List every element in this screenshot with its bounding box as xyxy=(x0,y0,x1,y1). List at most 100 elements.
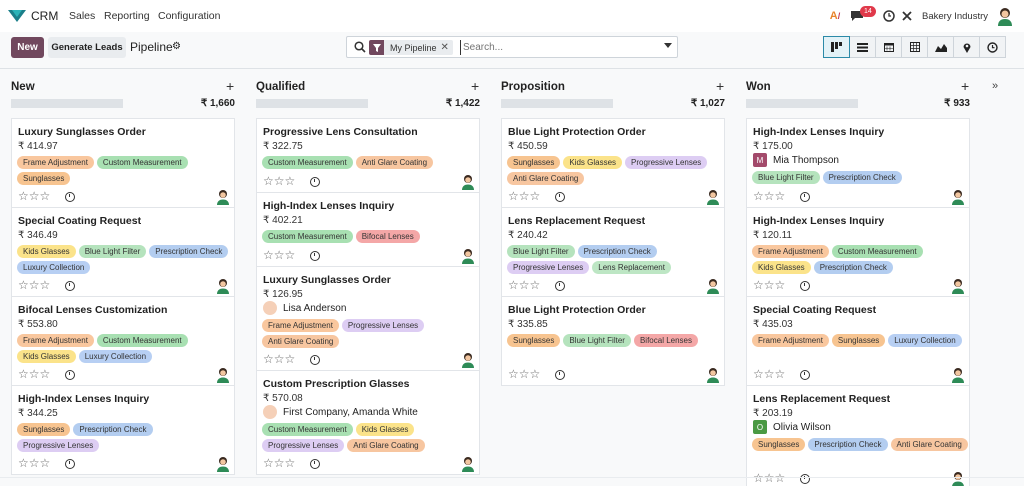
card-title[interactable]: Lens Replacement Request xyxy=(753,393,891,405)
kanban-card[interactable]: High-Index Lenses Inquiry ₹ 120.11 Frame A… xyxy=(746,207,970,297)
salesperson-avatar[interactable] xyxy=(705,278,721,294)
add-card-icon[interactable]: + xyxy=(226,78,235,94)
card-title[interactable]: Luxury Sunglasses Order xyxy=(263,274,391,286)
kanban-card[interactable]: High-Index Lenses Inquiry ₹ 175.00 M Mia Th… xyxy=(746,118,970,208)
column-progress-bar[interactable] xyxy=(746,99,858,108)
priority-stars-icon[interactable]: ☆☆☆ xyxy=(18,189,51,203)
app-name[interactable]: CRM xyxy=(31,9,59,23)
salesperson-avatar[interactable] xyxy=(705,367,721,383)
card-title[interactable]: Blue Light Protection Order xyxy=(508,126,646,138)
kanban-card[interactable]: Special Coating Request ₹ 346.49 Kids Glas… xyxy=(11,207,235,297)
priority-stars-icon[interactable]: ☆☆☆ xyxy=(753,278,786,292)
pivot-view-button[interactable] xyxy=(901,36,928,58)
card-title[interactable]: High-Index Lenses Inquiry xyxy=(753,126,885,138)
priority-stars-icon[interactable]: ☆☆☆ xyxy=(263,248,296,262)
column-progress-bar[interactable] xyxy=(256,99,368,108)
kanban-card[interactable]: Lens Replacement Request ₹ 203.19 O Olivia … xyxy=(746,385,970,486)
priority-stars-icon[interactable]: ☆☆☆ xyxy=(263,352,296,366)
graph-view-button[interactable] xyxy=(927,36,954,58)
priority-stars-icon[interactable]: ☆☆☆ xyxy=(263,456,296,470)
activity-clock-icon[interactable] xyxy=(555,192,565,202)
search-options-toggle-icon[interactable] xyxy=(664,43,672,48)
activity-view-button[interactable] xyxy=(979,36,1006,58)
column-title[interactable]: Proposition xyxy=(501,81,565,93)
salesperson-avatar[interactable] xyxy=(950,278,966,294)
kanban-card[interactable]: Special Coating Request ₹ 435.03 Frame Adj… xyxy=(746,296,970,386)
activity-clock-icon[interactable] xyxy=(65,192,75,202)
gear-icon[interactable]: ⚙ xyxy=(172,41,181,52)
priority-stars-icon[interactable]: ☆☆☆ xyxy=(508,189,541,203)
menu-reporting[interactable]: Reporting xyxy=(104,10,150,22)
card-title[interactable]: Custom Prescription Glasses xyxy=(263,378,410,390)
calendar-view-button[interactable] xyxy=(875,36,902,58)
kanban-card[interactable]: Bifocal Lenses Customization ₹ 553.80 Fram… xyxy=(11,296,235,386)
priority-stars-icon[interactable]: ☆☆☆ xyxy=(508,367,541,381)
priority-stars-icon[interactable]: ☆☆☆ xyxy=(18,278,51,292)
company-switcher[interactable]: Bakery Industry xyxy=(922,11,988,22)
salesperson-avatar[interactable] xyxy=(705,189,721,205)
activity-clock-icon[interactable] xyxy=(555,281,565,291)
column-title[interactable]: Won xyxy=(746,81,771,93)
salesperson-avatar[interactable] xyxy=(950,471,966,486)
menu-configuration[interactable]: Configuration xyxy=(158,10,221,22)
column-progress-bar[interactable] xyxy=(11,99,123,108)
kanban-card[interactable]: High-Index Lenses Inquiry ₹ 402.21 Custom … xyxy=(256,192,480,267)
card-title[interactable]: High-Index Lenses Inquiry xyxy=(18,393,150,405)
salesperson-avatar[interactable] xyxy=(460,456,476,472)
salesperson-avatar[interactable] xyxy=(460,174,476,190)
search-icon[interactable] xyxy=(354,41,366,53)
add-card-icon[interactable]: + xyxy=(716,78,725,94)
salesperson-avatar[interactable] xyxy=(215,189,231,205)
activity-clock-icon[interactable] xyxy=(800,370,810,380)
priority-stars-icon[interactable]: ☆☆☆ xyxy=(263,174,296,188)
salesperson-avatar[interactable] xyxy=(950,367,966,383)
kanban-card[interactable]: Blue Light Protection Order ₹ 450.59 Sungl… xyxy=(501,118,725,208)
crm-logo-icon[interactable] xyxy=(8,9,26,23)
list-view-button[interactable] xyxy=(849,36,876,58)
card-title[interactable]: High-Index Lenses Inquiry xyxy=(753,215,885,227)
priority-stars-icon[interactable]: ☆☆☆ xyxy=(18,367,51,381)
user-avatar[interactable] xyxy=(996,6,1014,26)
generate-leads-button[interactable]: Generate Leads xyxy=(48,37,126,58)
activity-clock-icon[interactable] xyxy=(881,8,897,24)
salesperson-avatar[interactable] xyxy=(215,278,231,294)
kanban-card[interactable]: Lens Replacement Request ₹ 240.42 Blue Lig… xyxy=(501,207,725,297)
card-title[interactable]: High-Index Lenses Inquiry xyxy=(263,200,395,212)
card-title[interactable]: Special Coating Request xyxy=(18,215,142,227)
salesperson-avatar[interactable] xyxy=(460,352,476,368)
priority-stars-icon[interactable]: ☆☆☆ xyxy=(753,367,786,381)
menu-sales[interactable]: Sales xyxy=(69,10,96,22)
card-title[interactable]: Special Coating Request xyxy=(753,304,877,316)
column-title[interactable]: Qualified xyxy=(256,81,306,93)
salesperson-avatar[interactable] xyxy=(950,189,966,205)
column-title[interactable]: New xyxy=(11,81,35,93)
priority-stars-icon[interactable]: ☆☆☆ xyxy=(18,456,51,470)
card-title[interactable]: Lens Replacement Request xyxy=(508,215,646,227)
kanban-card[interactable]: Progressive Lens Consultation ₹ 322.75 Cus… xyxy=(256,118,480,193)
activity-clock-icon[interactable] xyxy=(65,459,75,469)
kanban-card[interactable]: Blue Light Protection Order ₹ 335.85 Sungl… xyxy=(501,296,725,386)
activity-clock-icon[interactable] xyxy=(800,281,810,291)
kanban-view-button[interactable] xyxy=(823,36,850,58)
card-title[interactable]: Progressive Lens Consultation xyxy=(263,126,418,138)
activity-clock-icon[interactable] xyxy=(65,370,75,380)
new-button[interactable]: New xyxy=(11,37,44,58)
activity-clock-icon[interactable] xyxy=(65,281,75,291)
add-card-icon[interactable]: + xyxy=(961,78,970,94)
map-view-button[interactable] xyxy=(953,36,980,58)
tools-icon[interactable] xyxy=(899,8,915,24)
column-progress-bar[interactable] xyxy=(501,99,613,108)
priority-stars-icon[interactable]: ☆☆☆ xyxy=(753,189,786,203)
search-input[interactable] xyxy=(460,40,650,55)
priority-stars-icon[interactable]: ☆☆☆ xyxy=(753,471,786,485)
salesperson-avatar[interactable] xyxy=(215,456,231,472)
activity-clock-icon[interactable] xyxy=(310,459,320,469)
facet-remove-icon[interactable]: ✕ xyxy=(440,42,449,53)
horizontal-scrollbar[interactable] xyxy=(0,477,1024,478)
activity-clock-icon[interactable] xyxy=(310,355,320,365)
fold-columns-icon[interactable]: » xyxy=(992,80,999,92)
add-card-icon[interactable]: + xyxy=(471,78,480,94)
kanban-card[interactable]: High-Index Lenses Inquiry ₹ 344.25 Sunglas… xyxy=(11,385,235,475)
card-title[interactable]: Blue Light Protection Order xyxy=(508,304,646,316)
kanban-card[interactable]: Custom Prescription Glasses ₹ 570.08 First… xyxy=(256,370,480,475)
